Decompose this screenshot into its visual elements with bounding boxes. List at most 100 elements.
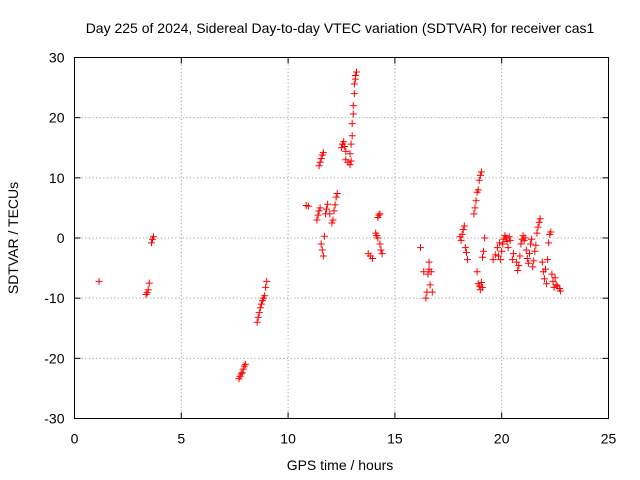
y-tick-label: -20	[44, 350, 64, 366]
data-point-marker	[332, 193, 340, 201]
data-point-marker	[541, 265, 549, 273]
x-axis-label: GPS time / hours	[287, 457, 394, 473]
data-point-marker	[464, 256, 472, 264]
data-point-marker	[547, 228, 555, 236]
data-point-marker	[261, 292, 269, 300]
data-point-marker	[316, 158, 324, 166]
data-point-marker	[349, 110, 357, 118]
data-point-marker	[471, 204, 479, 212]
data-point-marker	[527, 240, 535, 248]
data-point-marker	[341, 143, 349, 151]
data-point-marker	[348, 132, 356, 140]
data-point-marker	[315, 162, 323, 170]
data-point-marker	[347, 157, 355, 165]
data-point-marker	[476, 171, 484, 179]
data-point-marker	[504, 244, 512, 252]
data-point-marker	[516, 252, 524, 260]
data-point-marker	[532, 241, 540, 249]
data-point-marker	[426, 281, 434, 289]
data-point-marker	[256, 304, 264, 312]
data-point-marker	[491, 251, 499, 259]
data-point-marker	[477, 279, 485, 287]
data-point-marker	[317, 240, 325, 248]
data-point-marker	[531, 247, 539, 255]
data-point-marker	[328, 219, 336, 227]
data-point-marker	[552, 281, 560, 289]
data-point-marker	[505, 233, 513, 241]
data-point-marker	[422, 294, 430, 302]
data-point-marker	[320, 232, 328, 240]
data-point-marker	[544, 256, 552, 264]
data-point-marker	[543, 280, 551, 288]
data-point-marker	[377, 246, 385, 254]
chart-title: Day 225 of 2024, Sidereal Day-to-day VTE…	[86, 20, 595, 36]
data-point-marker	[522, 246, 530, 254]
data-point-marker	[348, 120, 356, 128]
data-point-marker	[342, 147, 350, 155]
data-point-marker	[556, 287, 564, 295]
data-point-marker	[253, 318, 261, 326]
axis-ticks	[74, 57, 609, 419]
data-point-marker	[498, 247, 506, 255]
data-point-marker	[241, 360, 249, 368]
data-point-marker	[378, 250, 386, 258]
data-points	[95, 68, 564, 383]
data-point-marker	[473, 268, 481, 276]
data-point-marker	[524, 259, 532, 267]
data-point-marker	[347, 140, 355, 148]
data-point-marker	[513, 258, 521, 266]
data-point-marker	[477, 168, 485, 176]
data-point-marker	[462, 248, 470, 256]
data-point-marker	[254, 313, 262, 321]
x-tick-label: 5	[177, 431, 185, 447]
data-point-marker	[525, 250, 533, 258]
y-tick-label: 10	[49, 170, 65, 186]
data-point-marker	[237, 370, 245, 378]
data-point-marker	[313, 216, 321, 224]
data-point-marker	[257, 300, 265, 308]
data-point-marker	[239, 365, 247, 373]
data-point-marker	[331, 201, 339, 209]
data-point-marker	[352, 68, 360, 76]
data-point-marker	[470, 210, 478, 218]
x-tick-label: 0	[71, 431, 79, 447]
data-point-marker	[375, 211, 383, 219]
data-point-marker	[489, 256, 497, 264]
data-point-marker	[540, 275, 548, 283]
data-point-marker	[374, 234, 382, 242]
data-point-marker	[551, 274, 559, 282]
data-point-marker	[515, 262, 523, 270]
y-tick-label: -30	[44, 411, 64, 427]
x-tick-label: 15	[387, 431, 403, 447]
data-point-marker	[350, 80, 358, 88]
y-tick-label: 20	[49, 110, 65, 126]
data-point-marker	[376, 210, 384, 218]
grid	[74, 57, 609, 419]
data-point-marker	[333, 189, 341, 197]
data-point-marker	[316, 204, 324, 212]
data-point-marker	[240, 362, 248, 370]
data-point-marker	[514, 266, 522, 274]
data-point-marker	[533, 229, 541, 237]
data-point-marker	[143, 289, 151, 297]
data-point-marker	[548, 270, 556, 278]
data-point-marker	[323, 205, 331, 213]
data-point-marker	[95, 277, 103, 285]
data-point-marker	[319, 252, 327, 260]
data-point-marker	[142, 291, 150, 299]
data-point-marker	[350, 90, 358, 98]
data-point-marker	[425, 258, 433, 266]
data-point-marker	[150, 233, 158, 241]
data-point-marker	[338, 144, 345, 152]
data-point-marker	[496, 239, 504, 247]
data-point-marker	[474, 186, 482, 194]
x-tick-label: 20	[494, 431, 510, 447]
data-point-marker	[144, 286, 152, 294]
data-point-marker	[262, 283, 270, 291]
data-point-marker	[317, 155, 325, 163]
data-point-marker	[534, 223, 542, 231]
data-point-marker	[535, 218, 543, 226]
y-tick-label: -10	[44, 290, 64, 306]
data-point-marker	[263, 277, 271, 285]
